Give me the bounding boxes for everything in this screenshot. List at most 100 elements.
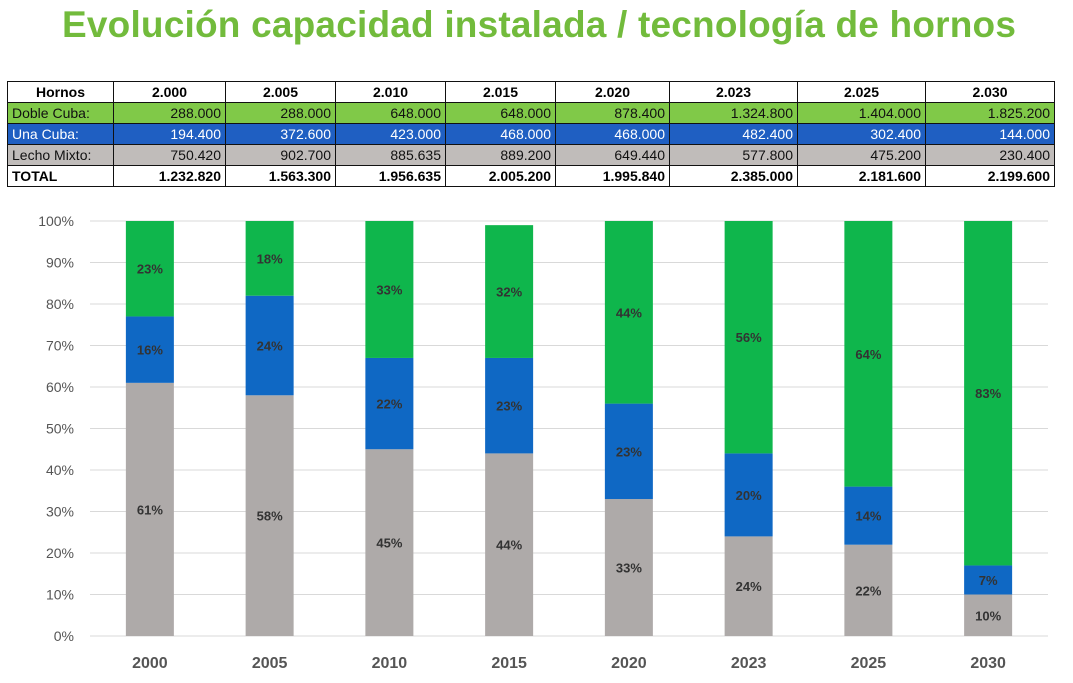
- table-cell: 1.956.635: [335, 165, 446, 187]
- bar-segment: [604, 499, 653, 636]
- data-label: 83%: [975, 386, 1001, 401]
- bar-segment: [844, 486, 893, 545]
- bar-segment: [724, 536, 773, 636]
- table-cell: 750.420: [113, 144, 226, 166]
- x-tick-label: 2030: [970, 655, 1006, 672]
- bar-segment: [964, 594, 1013, 636]
- table-header-row: Hornos 2.000 2.005 2.010 2.015 2.020 2.0…: [7, 81, 1055, 103]
- table-cell: 2.005.200: [445, 165, 556, 187]
- bar-segment: [125, 316, 174, 383]
- y-tick-label: 100%: [38, 213, 74, 229]
- bar-segment: [245, 221, 294, 296]
- data-label: 14%: [855, 509, 881, 524]
- table-row-lecho-mixto: Lecho Mixto: 750.420 902.700 885.635 889…: [7, 144, 1055, 166]
- data-label: 24%: [257, 339, 283, 354]
- stacked-bar-chart: 0% 10% 20% 30% 40% 50% 60% 70% 80% 90% 100% 61% 16% 2…: [38, 213, 1048, 672]
- table-row-total: TOTAL 1.232.820 1.563.300 1.956.635 2.00…: [7, 165, 1055, 187]
- data-label: 18%: [257, 251, 283, 266]
- data-label: 33%: [616, 561, 642, 576]
- table-cell: 194.400: [113, 123, 226, 145]
- data-label: 20%: [736, 488, 762, 503]
- table-cell: 288.000: [113, 102, 226, 124]
- header-cell: 2.030: [925, 81, 1055, 103]
- y-tick-label: 50%: [46, 421, 74, 437]
- row-label: Una Cuba:: [7, 123, 114, 145]
- data-label: 32%: [496, 285, 522, 300]
- bar-segment: [604, 403, 653, 500]
- table-cell: 423.000: [335, 123, 446, 145]
- header-cell: 2.023: [669, 81, 798, 103]
- table-cell: 482.400: [669, 123, 798, 145]
- y-tick-label: 60%: [46, 379, 74, 395]
- table-cell: 1.232.820: [113, 165, 226, 187]
- bar-segment: [365, 221, 414, 358]
- table-cell: 230.400: [925, 144, 1055, 166]
- bar-segment: [844, 544, 893, 636]
- table-cell: 889.200: [445, 144, 556, 166]
- table-cell: 649.440: [555, 144, 670, 166]
- header-cell: 2.010: [335, 81, 446, 103]
- table-cell: 1.995.840: [555, 165, 670, 187]
- table-row-una-cuba: Una Cuba: 194.400 372.600 423.000 468.00…: [7, 123, 1055, 145]
- bar-segment: [125, 382, 174, 636]
- bar-segment: [365, 449, 414, 636]
- table-cell: 2.385.000: [669, 165, 798, 187]
- table-cell: 468.000: [445, 123, 556, 145]
- x-tick-label: 2023: [731, 655, 767, 672]
- table-cell: 2.199.600: [925, 165, 1055, 187]
- header-cell: 2.005: [225, 81, 336, 103]
- bar-segment: [245, 395, 294, 636]
- data-label: 7%: [979, 573, 998, 588]
- data-label: 64%: [855, 347, 881, 362]
- data-label: 22%: [855, 583, 881, 598]
- table-cell: 648.000: [335, 102, 446, 124]
- bar-segment: [485, 357, 534, 454]
- data-label: 44%: [496, 538, 522, 553]
- data-label: 61%: [137, 502, 163, 517]
- x-tick-label: 2015: [491, 655, 527, 672]
- row-label: Lecho Mixto:: [7, 144, 114, 166]
- bar-segment: [964, 565, 1013, 595]
- x-tick-label: 2020: [611, 655, 647, 672]
- header-cell: 2.015: [445, 81, 556, 103]
- table-cell: 885.635: [335, 144, 446, 166]
- table-cell: 468.000: [555, 123, 670, 145]
- bar-segment: [485, 225, 534, 358]
- data-label: 22%: [376, 397, 402, 412]
- x-tick-label: 2005: [252, 655, 288, 672]
- data-label: 23%: [496, 399, 522, 414]
- row-label: TOTAL: [7, 165, 114, 187]
- table-cell: 878.400: [555, 102, 670, 124]
- x-tick-label: 2000: [132, 655, 168, 672]
- bar-segment: [604, 221, 653, 404]
- data-label: 10%: [975, 608, 1001, 623]
- row-label: Doble Cuba:: [7, 102, 114, 124]
- table-cell: 577.800: [669, 144, 798, 166]
- table-cell: 144.000: [925, 123, 1055, 145]
- table-cell: 1.825.200: [925, 102, 1055, 124]
- bar-segment: [844, 221, 893, 487]
- chart-title: Evolución capacidad instalada / tecnolog…: [62, 4, 1017, 45]
- table-cell: 1.324.800: [669, 102, 798, 124]
- data-label: 58%: [257, 509, 283, 524]
- data-label: 56%: [736, 330, 762, 345]
- y-tick-label: 40%: [46, 462, 74, 478]
- y-tick-label: 10%: [46, 587, 74, 603]
- data-label: 44%: [616, 305, 642, 320]
- table-cell: 372.600: [225, 123, 336, 145]
- x-tick-label: 2010: [372, 655, 408, 672]
- table-cell: 1.404.000: [797, 102, 926, 124]
- capacity-table: Hornos 2.000 2.005 2.010 2.015 2.020 2.0…: [7, 81, 1055, 187]
- header-cell: 2.020: [555, 81, 670, 103]
- bar-segment: [724, 453, 773, 537]
- data-label: 23%: [137, 262, 163, 277]
- y-tick-label: 70%: [46, 338, 74, 354]
- table-cell: 902.700: [225, 144, 336, 166]
- bar-segment: [245, 295, 294, 396]
- table-cell: 648.000: [445, 102, 556, 124]
- table-cell: 1.563.300: [225, 165, 336, 187]
- y-tick-label: 90%: [46, 255, 74, 271]
- y-tick-label: 0%: [54, 628, 74, 644]
- header-cell: 2.000: [113, 81, 226, 103]
- table-cell: 288.000: [225, 102, 336, 124]
